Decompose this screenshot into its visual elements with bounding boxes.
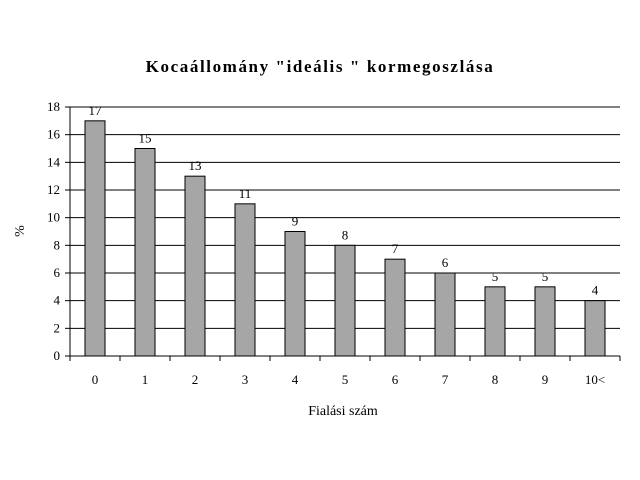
x-tick-label: 4 bbox=[292, 372, 299, 387]
y-tick-label: 4 bbox=[54, 293, 61, 308]
y-tick-label: 12 bbox=[47, 182, 60, 197]
gridlines bbox=[70, 106, 620, 329]
bar bbox=[584, 300, 606, 357]
x-tick-label: 2 bbox=[192, 372, 199, 387]
data-label: 11 bbox=[239, 186, 252, 201]
bar bbox=[534, 286, 556, 357]
data-label: 9 bbox=[292, 214, 299, 229]
y-tick-label: 14 bbox=[47, 154, 61, 169]
bar bbox=[284, 231, 306, 357]
y-tick-label: 8 bbox=[54, 237, 61, 252]
data-label: 17 bbox=[89, 103, 103, 118]
data-label: 7 bbox=[392, 241, 399, 256]
data-label: 4 bbox=[592, 283, 599, 298]
bars bbox=[84, 120, 606, 357]
bar bbox=[134, 148, 156, 357]
x-tick-label: 0 bbox=[92, 372, 99, 387]
x-tick-label: 8 bbox=[492, 372, 499, 387]
x-axis-label: Fialási szám bbox=[308, 404, 378, 419]
chart-title: Kocaállomány "ideális " kormegoszlása bbox=[146, 57, 495, 76]
data-label: 13 bbox=[189, 158, 202, 173]
x-tick-label: 10< bbox=[585, 372, 605, 387]
data-label: 5 bbox=[542, 269, 549, 284]
y-tick-label: 2 bbox=[54, 320, 61, 335]
y-tick-label: 16 bbox=[47, 127, 61, 142]
x-tick-label: 5 bbox=[342, 372, 349, 387]
bar bbox=[334, 244, 356, 357]
x-tick-label: 9 bbox=[542, 372, 549, 387]
data-label: 8 bbox=[342, 227, 349, 242]
y-tick-label: 0 bbox=[54, 348, 61, 363]
x-tick-label: 1 bbox=[142, 372, 149, 387]
labels: 0 2 4 6 8 10 12 14 16 18 0 17 1 15 2 13 3 11 4 9 5 8 6 7 7 6 8 5 9 5 1… bbox=[47, 99, 605, 387]
x-tick-label: 6 bbox=[392, 372, 399, 387]
y-tick-label: 18 bbox=[47, 99, 60, 114]
bar bbox=[84, 120, 106, 357]
bar bbox=[234, 203, 256, 357]
data-label: 6 bbox=[442, 255, 449, 270]
bar bbox=[484, 286, 506, 357]
data-label: 15 bbox=[139, 131, 152, 146]
y-axis-label: % bbox=[13, 225, 28, 237]
y-tick-label: 10 bbox=[47, 210, 60, 225]
y-tick-label: 6 bbox=[54, 265, 61, 280]
x-tick-label: 7 bbox=[442, 372, 449, 387]
axes bbox=[65, 106, 621, 361]
bar bbox=[384, 258, 406, 357]
bar bbox=[184, 175, 206, 357]
x-tick-label: 3 bbox=[242, 372, 249, 387]
bar bbox=[434, 272, 456, 357]
data-label: 5 bbox=[492, 269, 499, 284]
